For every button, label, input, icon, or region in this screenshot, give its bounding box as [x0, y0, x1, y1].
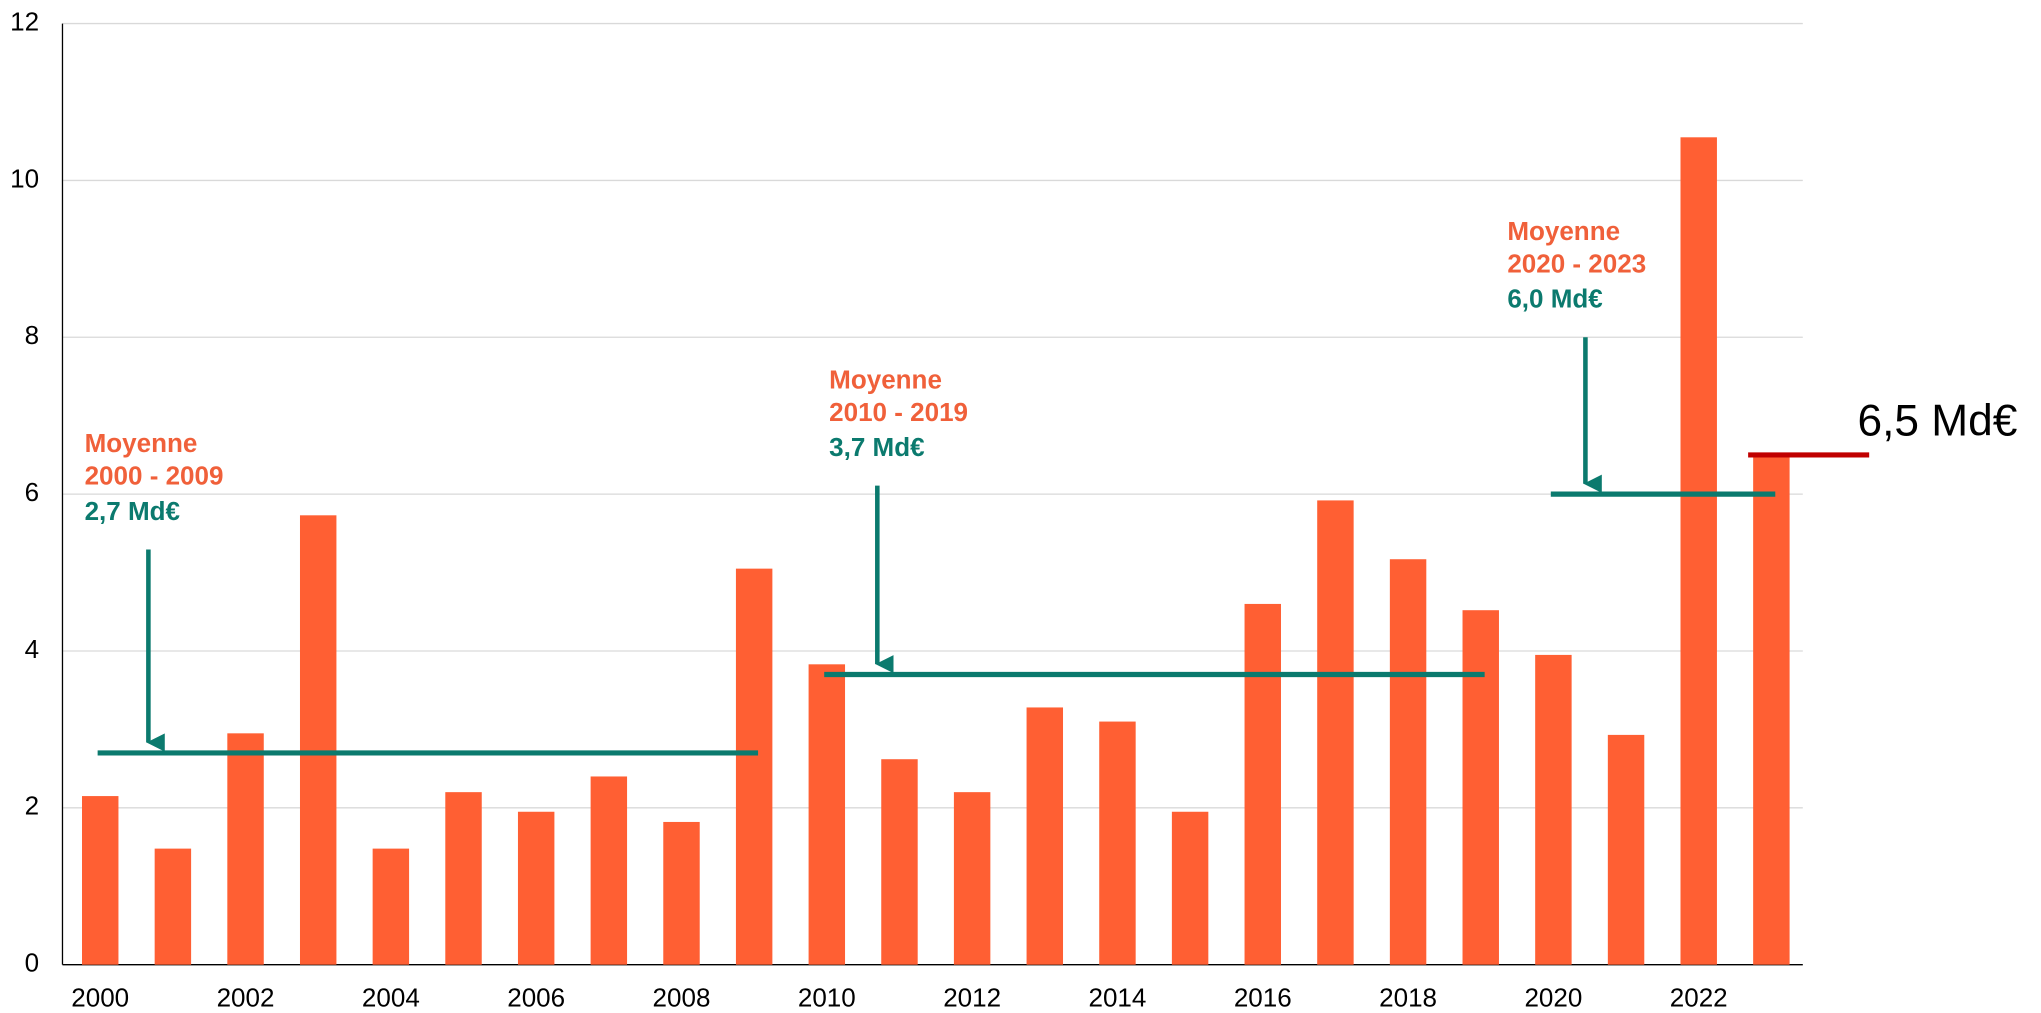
average-period: 2020 - 2023	[1507, 249, 1646, 279]
bar	[299, 515, 337, 965]
x-tick-label: 2006	[507, 983, 565, 1013]
bar	[517, 811, 555, 965]
x-tick-label: 2004	[362, 983, 420, 1013]
bar	[1099, 721, 1136, 965]
bar	[1535, 654, 1572, 965]
average-title: Moyenne	[829, 364, 942, 394]
average-period: 2010 - 2019	[829, 397, 968, 427]
bar	[808, 664, 846, 965]
bar	[1317, 500, 1354, 965]
y-tick-label: 10	[10, 163, 39, 193]
x-tick-label: 2022	[1670, 983, 1728, 1013]
bar	[1753, 454, 1790, 965]
x-tick-label: 2020	[1524, 983, 1582, 1013]
y-tick-label: 2	[25, 791, 39, 821]
bar	[1607, 734, 1645, 965]
bar	[372, 848, 410, 965]
x-tick-label: 2016	[1234, 983, 1292, 1013]
average-title: Moyenne	[85, 428, 198, 458]
x-tick-label: 2002	[217, 983, 275, 1013]
average-period: 2000 - 2009	[85, 461, 224, 491]
bar	[1680, 137, 1717, 965]
y-tick-label: 12	[10, 6, 39, 36]
x-tick-label: 2008	[653, 983, 711, 1013]
bar	[663, 821, 700, 965]
y-tick-label: 4	[25, 634, 39, 664]
y-tick-label: 0	[25, 948, 39, 978]
y-tick-label: 6	[25, 477, 39, 507]
average-title: Moyenne	[1507, 216, 1620, 246]
bar	[953, 792, 991, 965]
bar	[1389, 559, 1427, 965]
bar	[1171, 811, 1209, 965]
average-value-label: 6,0 Md€	[1507, 284, 1603, 314]
bar	[227, 733, 264, 965]
bar	[445, 792, 482, 965]
reference-label: 6,5 Md€	[1857, 396, 2017, 445]
x-tick-label: 2014	[1089, 983, 1147, 1013]
bar	[1244, 603, 1281, 965]
y-tick-label: 8	[25, 320, 39, 350]
x-tick-label: 2000	[71, 983, 129, 1013]
bar	[82, 796, 119, 965]
average-value-label: 2,7 Md€	[85, 496, 181, 526]
average-value-label: 3,7 Md€	[829, 432, 925, 462]
bar	[154, 848, 192, 965]
bar	[590, 776, 628, 965]
x-tick-label: 2010	[798, 983, 856, 1013]
bar	[1462, 610, 1499, 965]
x-tick-label: 2012	[943, 983, 1001, 1013]
bar	[1026, 707, 1064, 965]
bar	[881, 759, 918, 965]
x-tick-label: 2018	[1379, 983, 1437, 1013]
bar	[735, 568, 773, 965]
